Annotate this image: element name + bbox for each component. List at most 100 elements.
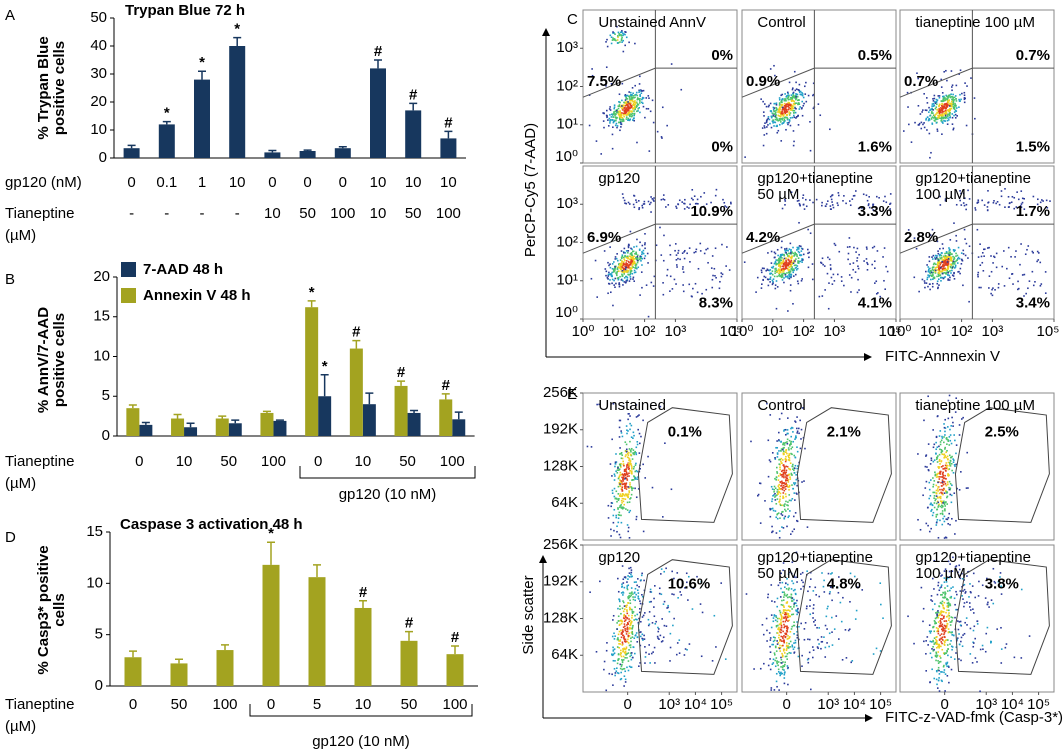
dot	[683, 654, 686, 656]
dot	[782, 259, 785, 262]
dot	[803, 480, 805, 482]
dot	[721, 243, 723, 246]
dot	[1016, 191, 1018, 193]
dot	[653, 275, 656, 278]
dot	[720, 272, 723, 274]
dot	[784, 493, 787, 495]
dot	[674, 249, 676, 252]
dot	[797, 611, 800, 614]
dot	[610, 291, 612, 294]
dot	[631, 272, 634, 275]
dot	[640, 260, 642, 262]
dot	[645, 107, 648, 110]
dot	[832, 206, 835, 209]
dot	[630, 105, 633, 107]
dot	[611, 653, 613, 656]
dot	[613, 120, 616, 122]
dot	[828, 258, 831, 261]
dot	[804, 198, 807, 201]
dot	[628, 635, 631, 637]
dot	[952, 260, 955, 263]
dot	[802, 581, 804, 584]
dot	[613, 473, 616, 476]
dot	[787, 459, 790, 461]
dot	[952, 255, 954, 258]
dot	[947, 102, 950, 104]
dot	[792, 109, 795, 112]
dot	[788, 273, 790, 276]
dot	[940, 449, 943, 451]
dot	[792, 589, 795, 592]
dot	[627, 430, 629, 432]
dot	[777, 475, 780, 477]
dot	[941, 264, 944, 266]
dot-cloud	[902, 69, 976, 159]
dot	[942, 258, 945, 261]
dot	[789, 476, 791, 479]
dot	[943, 669, 946, 671]
dot	[944, 269, 946, 272]
dot	[775, 625, 778, 628]
dot	[631, 608, 633, 611]
dot	[776, 124, 778, 127]
dot	[781, 261, 783, 264]
dot	[663, 600, 666, 603]
dot	[779, 674, 781, 677]
dot	[947, 665, 950, 667]
dot	[711, 660, 714, 662]
dot	[625, 279, 628, 282]
dot	[618, 647, 621, 649]
y-tick-label: 10	[93, 347, 110, 364]
dot	[934, 471, 936, 474]
dot	[661, 618, 663, 620]
dot	[598, 403, 600, 406]
dot	[634, 100, 636, 102]
dot	[919, 528, 922, 531]
dot	[951, 95, 953, 98]
dot	[621, 663, 623, 666]
bar	[260, 412, 274, 436]
dot	[675, 254, 678, 256]
dot	[933, 443, 936, 446]
dot	[628, 491, 631, 494]
dot	[790, 447, 793, 450]
dot	[963, 91, 966, 94]
dot	[622, 629, 624, 631]
dot	[967, 189, 969, 192]
dot	[632, 92, 634, 95]
dot	[627, 109, 630, 112]
dot	[781, 108, 784, 111]
dot	[925, 97, 928, 99]
dot	[955, 98, 957, 100]
dot	[790, 452, 792, 455]
dot	[801, 261, 803, 263]
dot	[770, 272, 773, 275]
dot	[974, 209, 977, 211]
dot	[628, 458, 631, 460]
dot	[616, 25, 618, 28]
y-tick-label: 20	[93, 268, 110, 285]
dot	[614, 258, 617, 260]
dot	[790, 98, 793, 101]
dot	[927, 506, 929, 509]
dot	[857, 586, 859, 589]
dot	[781, 581, 784, 584]
dot	[782, 610, 785, 612]
dot	[947, 399, 950, 402]
dot	[775, 672, 778, 675]
dot	[617, 499, 620, 501]
dot	[943, 481, 946, 483]
dot	[622, 582, 625, 584]
dot	[830, 198, 833, 201]
x-tick-label: -	[129, 205, 134, 222]
significance-marker: #	[409, 86, 418, 103]
dot	[629, 460, 632, 463]
dot	[958, 73, 960, 75]
dot	[620, 452, 622, 455]
dot	[621, 112, 623, 114]
dot	[948, 468, 951, 470]
dot	[615, 111, 618, 114]
dot	[776, 597, 779, 600]
dot	[939, 660, 942, 663]
dot	[858, 289, 860, 291]
